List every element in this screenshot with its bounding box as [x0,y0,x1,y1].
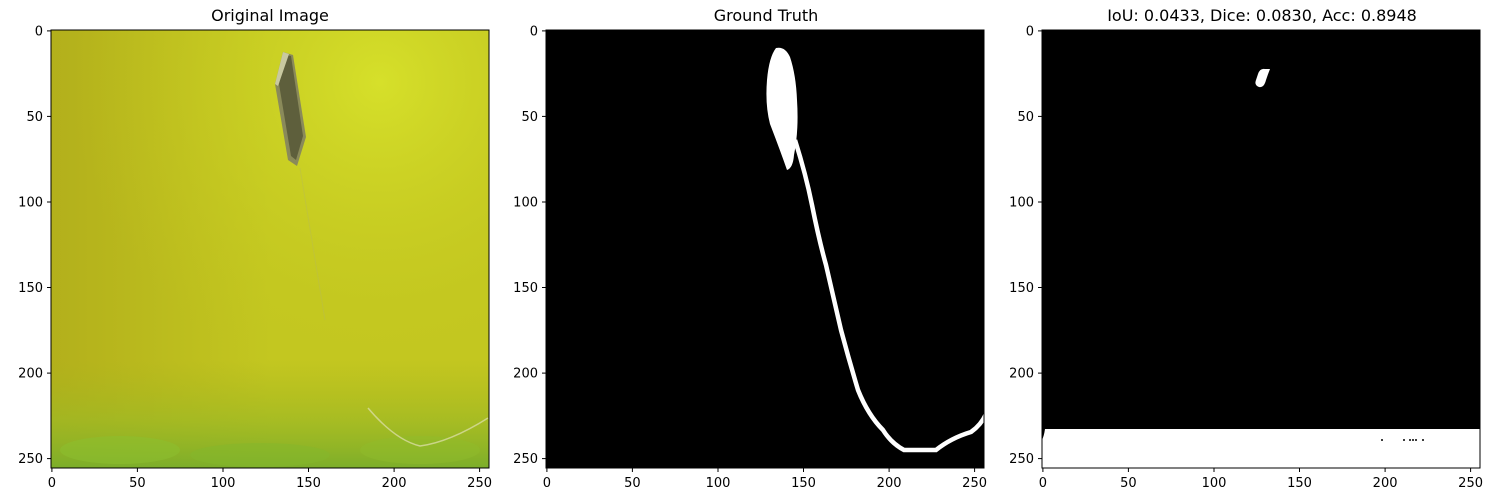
x-tick-label: 50 [129,476,146,491]
y-tick-label: 100 [513,196,538,211]
y-tick-label: 0 [530,24,538,39]
ground-truth-mask [546,30,986,468]
y-tick-label: 200 [1009,367,1034,382]
panel-ground-truth: Ground Truth 0 50 100 150 200 250 [496,0,976,500]
original-photo [51,30,489,468]
y-tick-label: 250 [1009,452,1034,467]
prediction-axes: 0 50 100 150 200 250 0 50 100 150 200 25… [992,0,1492,500]
x-axis-ticks: 0 50 100 150 200 250 [1039,468,1483,491]
x-tick-label: 50 [624,476,641,491]
y-tick-label: 250 [18,452,43,467]
y-tick-label: 150 [513,281,538,296]
panel-original-image: Original Image [0,0,480,500]
y-tick-label: 50 [26,110,43,125]
x-tick-label: 0 [543,476,551,491]
y-tick-label: 100 [18,196,43,211]
x-tick-label: 200 [382,476,407,491]
x-tick-label: 250 [962,476,987,491]
y-tick-label: 100 [1009,196,1034,211]
x-axis-ticks: 0 50 100 150 200 250 [543,468,987,491]
x-tick-label: 200 [1373,476,1398,491]
prediction-mask [1042,30,1480,468]
original-image-axes: 0 50 100 150 200 250 0 50 100 150 200 25… [0,0,500,500]
y-tick-label: 200 [18,367,43,382]
y-tick-label: 150 [1009,281,1034,296]
x-tick-label: 150 [1287,476,1312,491]
x-tick-label: 150 [791,476,816,491]
x-tick-label: 100 [211,476,236,491]
x-tick-label: 150 [296,476,321,491]
x-tick-label: 250 [1458,476,1483,491]
y-tick-label: 0 [35,24,43,39]
y-tick-label: 50 [521,110,538,125]
y-tick-label: 150 [18,281,43,296]
ground-truth-axes: 0 50 100 150 200 250 0 50 100 150 200 25… [496,0,996,500]
x-tick-label: 0 [1039,476,1047,491]
y-axis-ticks: 0 50 100 150 200 250 [1009,24,1042,467]
y-tick-label: 0 [1026,24,1034,39]
y-tick-label: 200 [513,367,538,382]
panel-prediction: IoU: 0.0433, Dice: 0.0830, Acc: 0.8948 0… [992,0,1472,500]
y-tick-label: 250 [513,452,538,467]
x-tick-label: 0 [48,476,56,491]
y-axis-ticks: 0 50 100 150 200 250 [18,24,51,467]
x-axis-ticks: 0 50 100 150 200 250 [48,468,492,491]
y-axis-ticks: 0 50 100 150 200 250 [513,24,546,467]
x-tick-label: 200 [877,476,902,491]
x-tick-label: 250 [467,476,492,491]
x-tick-label: 100 [706,476,731,491]
x-tick-label: 100 [1202,476,1227,491]
y-tick-label: 50 [1017,110,1034,125]
x-tick-label: 50 [1120,476,1137,491]
